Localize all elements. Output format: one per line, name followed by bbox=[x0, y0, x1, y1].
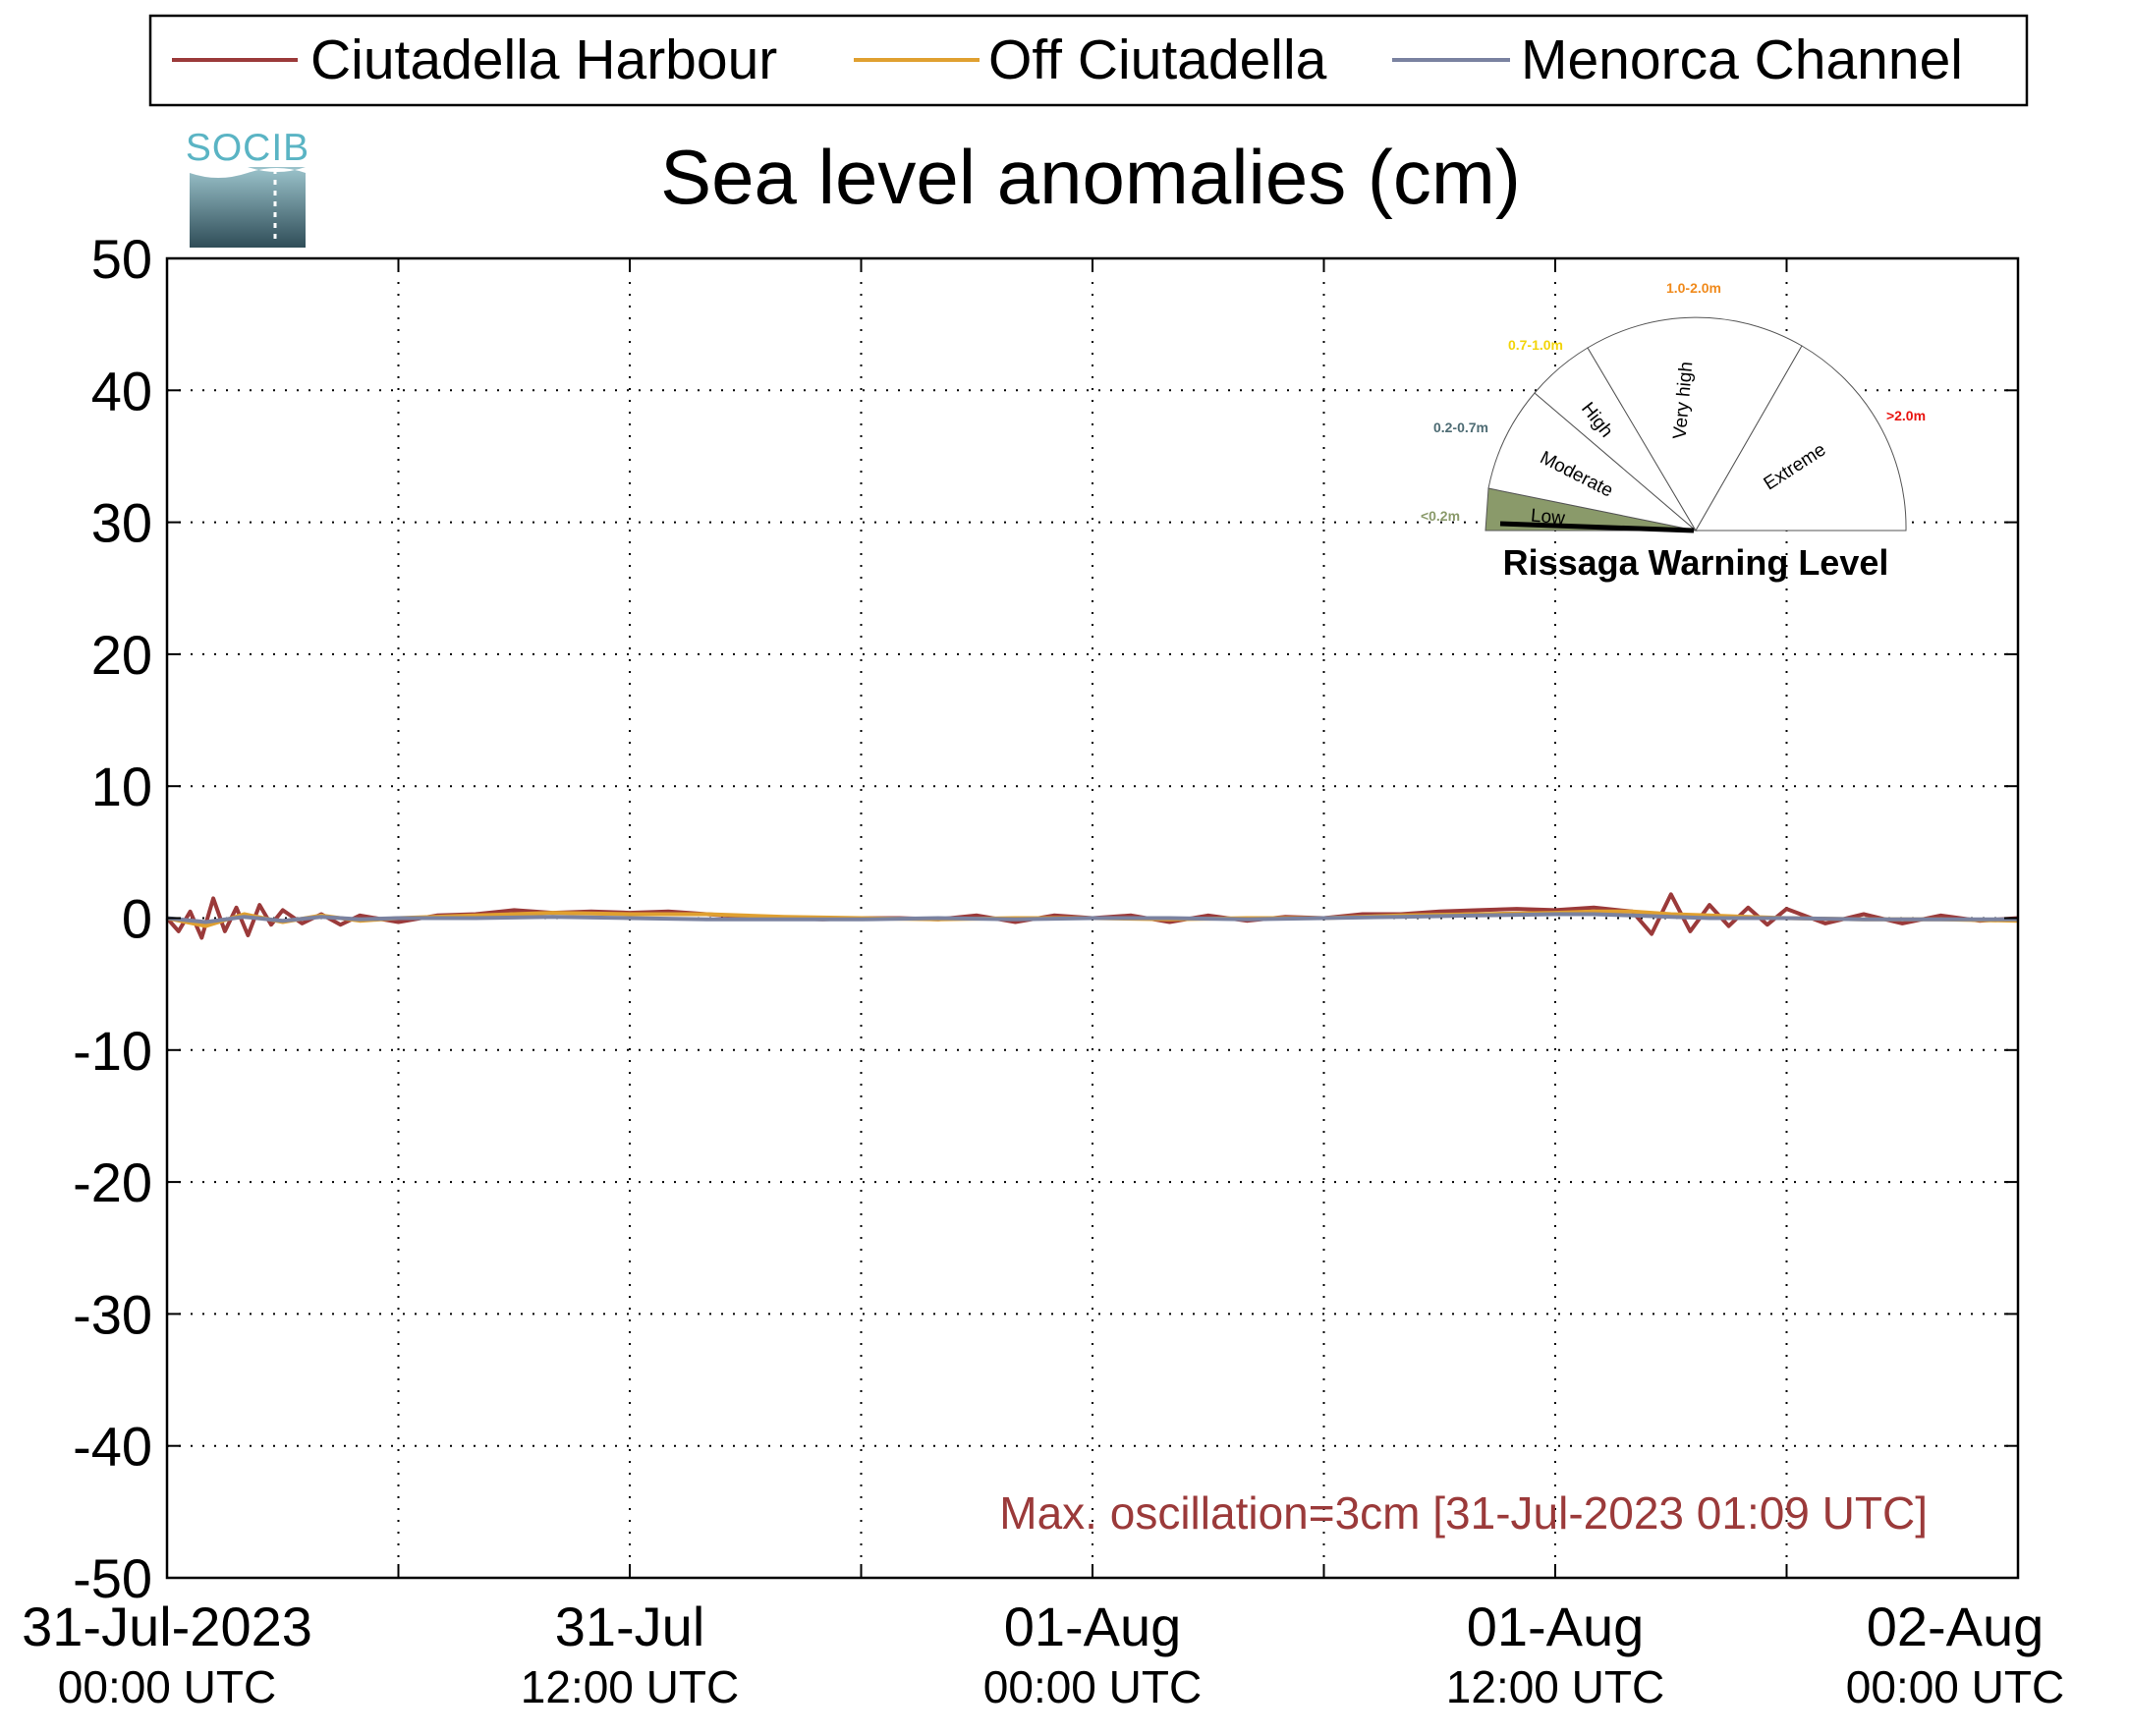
rissaga-warning-gauge: Low Moderate High Very high Extreme <0.2… bbox=[1421, 280, 1926, 583]
y-tick-label: -50 bbox=[73, 1547, 152, 1609]
series-layer bbox=[165, 892, 2019, 940]
x-tick-label-time: 12:00 UTC bbox=[1446, 1661, 1664, 1712]
socib-logo: SOCIB bbox=[186, 127, 309, 248]
legend-box bbox=[148, 14, 2029, 107]
y-tick-label: -30 bbox=[73, 1283, 152, 1345]
y-tick-label: 40 bbox=[91, 360, 152, 421]
x-tick-label-time: 00:00 UTC bbox=[1846, 1661, 2064, 1712]
y-tick-label: -20 bbox=[73, 1151, 152, 1213]
gauge-sector-extreme bbox=[1695, 345, 1907, 532]
y-tick-label: 30 bbox=[91, 492, 152, 554]
socib-logo-block bbox=[190, 167, 306, 248]
y-tick-label: -40 bbox=[73, 1416, 152, 1478]
max-oscillation-annotation: Max. oscillation=3cm [31-Jul-2023 01:09 … bbox=[999, 1487, 1928, 1539]
legend-label-off-ciutadella: Off Ciutadella bbox=[988, 28, 1327, 91]
chart-title: Sea level anomalies (cm) bbox=[660, 134, 1521, 220]
socib-logo-text: SOCIB bbox=[186, 127, 309, 169]
gauge-range-low: <0.2m bbox=[1421, 508, 1460, 524]
x-tick-label-time: 00:00 UTC bbox=[58, 1661, 276, 1712]
gauge-title: Rissaga Warning Level bbox=[1503, 542, 1889, 583]
legend: Ciutadella Harbour Off Ciutadella Menorc… bbox=[148, 14, 2029, 107]
x-tick-label-date: 31-Jul-2023 bbox=[22, 1596, 312, 1657]
y-tick-label: 0 bbox=[122, 888, 152, 950]
series-line-menorca-channel bbox=[166, 912, 2018, 924]
gauge-sector-very-high bbox=[1587, 316, 1803, 532]
x-tick-label-date: 01-Aug bbox=[1467, 1596, 1645, 1657]
x-tick-label-date: 31-Jul bbox=[555, 1596, 705, 1657]
x-tick-label-date: 02-Aug bbox=[1867, 1596, 2045, 1657]
axis-ticks bbox=[166, 257, 2019, 1579]
x-tick-label-time: 00:00 UTC bbox=[983, 1661, 1202, 1712]
legend-label-menorca-channel: Menorca Channel bbox=[1521, 28, 1963, 91]
y-tick-label: -10 bbox=[73, 1020, 152, 1082]
gauge-needle bbox=[1499, 521, 1695, 533]
y-tick-label: 50 bbox=[91, 228, 152, 290]
x-tick-label-time: 12:00 UTC bbox=[521, 1661, 739, 1712]
y-axis-labels: 50 40 30 20 10 0 -10 -20 -30 -40 -50 bbox=[73, 228, 152, 1609]
gauge-label-low: Low bbox=[1530, 506, 1566, 530]
legend-label-ciutadella-harbour: Ciutadella Harbour bbox=[310, 28, 777, 91]
socib-logo-wave bbox=[190, 162, 306, 178]
x-tick-label-date: 01-Aug bbox=[1004, 1596, 1182, 1657]
gauge-sector-moderate bbox=[1487, 392, 1698, 532]
gauge-range-moderate: 0.2-0.7m bbox=[1433, 420, 1488, 435]
y-tick-label: 20 bbox=[91, 624, 152, 686]
gauge-range-very-high: 1.0-2.0m bbox=[1666, 280, 1721, 296]
y-tick-label: 10 bbox=[91, 756, 152, 817]
gauge-range-high: 0.7-1.0m bbox=[1508, 337, 1563, 353]
gauge-range-extreme: >2.0m bbox=[1886, 408, 1926, 423]
